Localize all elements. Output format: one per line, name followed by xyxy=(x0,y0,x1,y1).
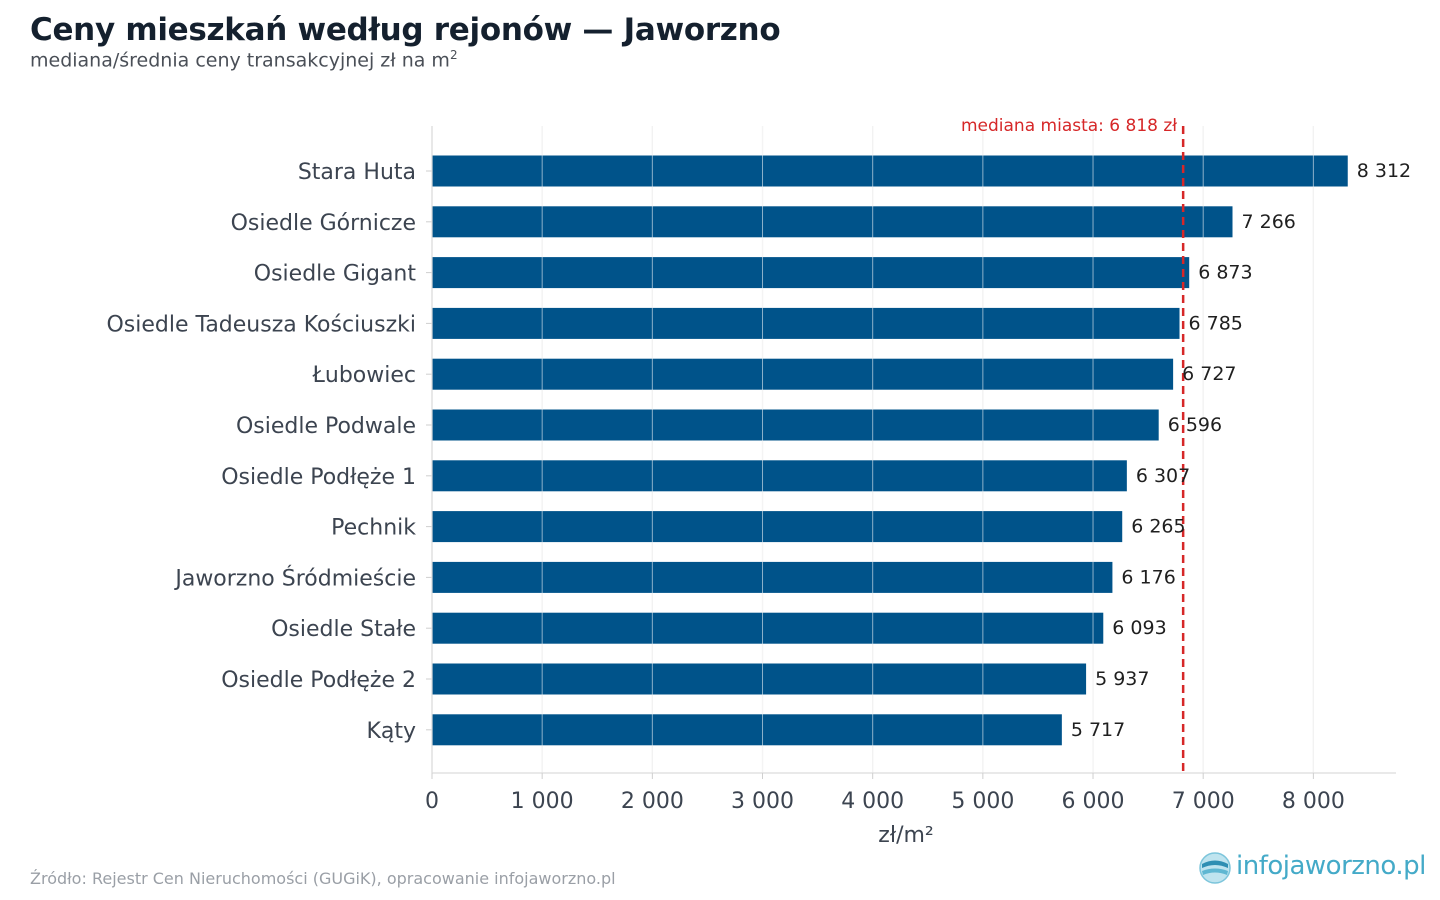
x-tick-label-3: 3 000 xyxy=(731,789,794,814)
category-label-4: Łubowiec xyxy=(312,363,416,388)
chart-subtitle: mediana/średnia ceny transakcyjnej zł na… xyxy=(30,48,458,71)
bar-11 xyxy=(432,714,1062,746)
source-note: Źródło: Rejestr Cen Nieruchomości (GUGiK… xyxy=(30,869,616,888)
bar-6 xyxy=(432,460,1127,492)
category-label-2: Osiedle Gigant xyxy=(254,262,417,287)
chart-title: Ceny mieszkań według rejonów — Jaworzno xyxy=(30,12,781,48)
x-tick-label-1: 1 000 xyxy=(511,789,574,814)
bar-9 xyxy=(432,612,1104,644)
value-label-5: 6 596 xyxy=(1168,414,1222,436)
value-label-3: 6 785 xyxy=(1189,312,1243,334)
category-label-8: Jaworzno Śródmieście xyxy=(173,565,416,591)
category-label-0: Stara Huta xyxy=(298,160,416,185)
category-label-6: Osiedle Podłęże 1 xyxy=(221,465,416,490)
value-label-8: 6 176 xyxy=(1121,566,1175,588)
x-tick-label-7: 7 000 xyxy=(1172,789,1235,814)
reference-line-group: mediana miasta: 6 818 zł xyxy=(961,116,1185,773)
bars xyxy=(432,126,1348,773)
median-reference-label: mediana miasta: 6 818 zł xyxy=(961,116,1177,136)
value-label-11: 5 717 xyxy=(1071,719,1125,741)
value-label-4: 6 727 xyxy=(1182,363,1236,385)
logo-text: infojaworzno.pl xyxy=(1236,851,1426,881)
bar-10 xyxy=(432,663,1087,695)
value-label-10: 5 937 xyxy=(1095,668,1149,690)
x-axis-title: zł/m² xyxy=(878,823,933,848)
bar-5 xyxy=(432,409,1159,441)
value-label-7: 6 265 xyxy=(1131,516,1185,538)
category-label-11: Kąty xyxy=(366,719,416,744)
subtitle-superscript: 2 xyxy=(449,48,458,62)
x-tick-label-6: 6 000 xyxy=(1062,789,1125,814)
bar-7 xyxy=(432,511,1123,543)
value-label-0: 8 312 xyxy=(1357,160,1411,182)
category-label-7: Pechnik xyxy=(331,516,416,541)
value-labels: 8 312 7 266 6 873 6 785 6 727 6 596 6 307 6 265… xyxy=(1071,160,1411,741)
category-label-10: Osiedle Podłęże 2 xyxy=(221,668,416,693)
bar-8 xyxy=(432,561,1113,593)
axes: Stara Huta Osiedle Górnicze Osiedle Gigant… xyxy=(106,126,1396,848)
x-tick-label-5: 5 000 xyxy=(951,789,1014,814)
value-label-2: 6 873 xyxy=(1198,262,1252,284)
x-tick-label-0: 0 xyxy=(425,789,439,814)
value-label-1: 7 266 xyxy=(1242,211,1296,233)
bar-2 xyxy=(432,257,1190,289)
bar-1 xyxy=(432,206,1233,238)
bar-4 xyxy=(432,358,1174,390)
x-tick-label-4: 4 000 xyxy=(841,789,904,814)
x-tick-label-8: 8 000 xyxy=(1282,789,1345,814)
category-label-1: Osiedle Górnicze xyxy=(231,211,416,236)
value-label-9: 6 093 xyxy=(1112,617,1166,639)
category-label-9: Osiedle Stałe xyxy=(271,617,416,642)
subtitle-text: mediana/średnia ceny transakcyjnej zł na… xyxy=(30,49,450,72)
category-label-3: Osiedle Tadeusza Kościuszki xyxy=(106,312,416,337)
infojaworzno-logo: infojaworzno.pl xyxy=(1198,849,1426,889)
category-label-5: Osiedle Podwale xyxy=(236,414,416,439)
bar-3 xyxy=(432,307,1180,339)
globe-icon xyxy=(1199,852,1231,884)
value-label-6: 6 307 xyxy=(1136,465,1190,487)
x-tick-label-2: 2 000 xyxy=(621,789,684,814)
bar-0 xyxy=(432,155,1348,187)
